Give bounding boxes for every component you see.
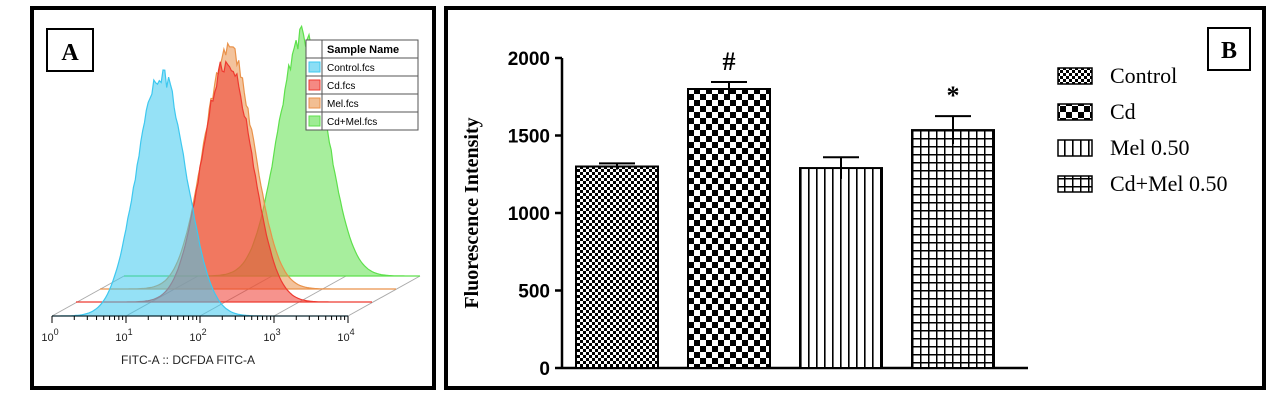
legend-swatch bbox=[308, 115, 321, 127]
legend-item-label: Mel.fcs bbox=[327, 99, 359, 110]
legend-swatch bbox=[308, 97, 321, 109]
histogram-legend: Sample Name Control.fcs Cd.fcs Mel.fcs Cd+Me… bbox=[305, 39, 419, 131]
y-tick-label: 1000 bbox=[508, 204, 550, 225]
panel-label: B bbox=[1221, 38, 1237, 64]
legend-frame bbox=[305, 39, 419, 131]
legend-item-label: Mel 0.50 bbox=[1110, 135, 1189, 160]
legend-item-label: Cd+Mel.fcs bbox=[327, 117, 377, 128]
y-tick-label: 500 bbox=[518, 282, 550, 303]
legend-swatch bbox=[1057, 175, 1093, 193]
bar-chart-panel: B 0 500 1000 1500 2000 Fluorescence Intensity #… bbox=[444, 6, 1266, 390]
panel-label-box bbox=[1207, 27, 1251, 71]
legend-swatch bbox=[308, 61, 321, 73]
legend-title: Sample Name bbox=[327, 44, 399, 56]
bar-control bbox=[575, 165, 659, 369]
panel-label-box bbox=[46, 28, 94, 72]
bar-cd-mel-0-50 bbox=[911, 129, 995, 369]
x-tick-label: 104 bbox=[337, 327, 354, 344]
y-axis-label: Fluorescence Intensity bbox=[461, 117, 483, 308]
fluorescence-bar-chart: B 0 500 1000 1500 2000 Fluorescence Intensity #… bbox=[461, 27, 1251, 380]
y-tick-label: 2000 bbox=[508, 49, 550, 70]
x-tick-label: 102 bbox=[189, 327, 206, 344]
legend-swatch bbox=[1057, 103, 1093, 121]
significance-marker: * bbox=[947, 81, 960, 110]
x-tick-label: 101 bbox=[115, 327, 132, 344]
significance-marker: # bbox=[723, 47, 736, 76]
legend-swatch bbox=[1057, 139, 1093, 157]
y-tick-label: 1500 bbox=[508, 127, 550, 148]
legend-swatch bbox=[1057, 67, 1093, 85]
floor-diagonal bbox=[347, 275, 421, 317]
bar-cd bbox=[687, 88, 771, 369]
bar-mel-0-50 bbox=[799, 167, 883, 369]
floor-diagonal bbox=[273, 275, 347, 317]
legend-swatch bbox=[308, 79, 321, 91]
x-tick-label: 103 bbox=[263, 327, 280, 344]
legend-item-label: Cd+Mel 0.50 bbox=[1110, 171, 1228, 196]
panel-label: A bbox=[61, 40, 79, 66]
legend-item-label: Control bbox=[1110, 63, 1177, 88]
legend-item-label: Control.fcs bbox=[327, 63, 375, 74]
y-tick-label: 0 bbox=[539, 359, 550, 380]
x-axis-label: FITC-A :: DCFDA FITC-A bbox=[121, 353, 255, 367]
legend-item-label: Cd.fcs bbox=[327, 81, 355, 92]
legend-item-label: Cd bbox=[1110, 99, 1136, 124]
x-tick-label: 100 bbox=[41, 327, 58, 344]
